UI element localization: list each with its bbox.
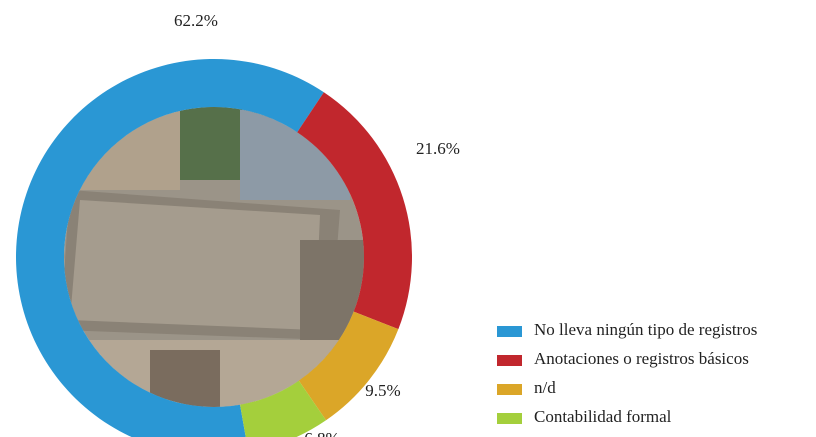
donut-segment [16,59,324,437]
legend: No lleva ningún tipo de registros Anotaci… [497,320,757,426]
donut-segment [298,311,399,421]
legend-swatch [497,326,522,337]
legend-swatch [497,413,522,424]
donut-segment [240,380,327,437]
donut-segment [297,92,413,330]
legend-label: Anotaciones o registros básicos [534,349,749,368]
legend-label: Contabilidad formal [534,407,672,426]
legend-label: No lleva ningún tipo de registros [534,320,757,339]
data-label: 21.6% [416,139,460,158]
legend-swatch [497,384,522,395]
data-label: 62.2% [174,11,218,30]
legend-swatch [497,355,522,366]
legend-label: n/d [534,378,556,397]
data-label: 6.8% [304,429,339,437]
center-photo [64,107,364,407]
data-label: 9.5% [365,381,400,400]
